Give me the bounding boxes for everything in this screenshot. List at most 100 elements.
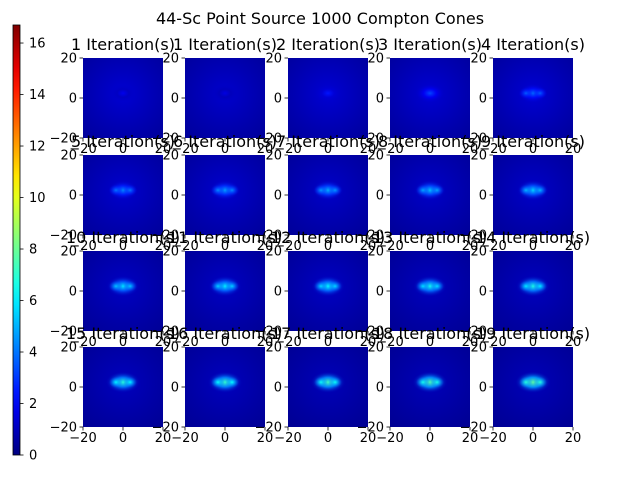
panel-title: 11 Iteration(s) <box>168 228 282 247</box>
heatmap-lobe <box>430 184 444 196</box>
x-tick-label: 0 <box>221 335 229 350</box>
y-tick-label: 0 <box>274 92 282 107</box>
panel-title: 17 Iteration(s) <box>271 324 385 343</box>
heatmap-lobe <box>225 184 239 196</box>
x-tick-label: −20 <box>376 431 403 446</box>
heatmap-lobe <box>109 184 123 196</box>
y-tick-label: 0 <box>376 92 384 107</box>
y-tick-label: 20 <box>162 149 179 164</box>
x-tick-label: 0 <box>529 239 537 254</box>
x-tick-label: 20 <box>565 431 582 446</box>
y-tick-label: −20 <box>50 421 77 436</box>
x-tick-label: −20 <box>274 335 301 350</box>
y-tick-label: −20 <box>255 421 282 436</box>
y-tick-label: 20 <box>265 52 282 67</box>
x-tick-label: −20 <box>376 335 403 350</box>
colorbar-tick-label: 16 <box>29 37 46 52</box>
heatmap-lobe <box>416 376 430 388</box>
y-tick-label: 0 <box>274 381 282 396</box>
panel-title: 2 Iteration(s) <box>276 35 380 54</box>
y-tick-label: 20 <box>367 341 384 356</box>
heatmap-hotspot <box>314 83 342 103</box>
panel-title: 5 Iteration(s) <box>71 132 175 151</box>
heatmap-lobe <box>430 280 444 292</box>
y-tick-label: −20 <box>460 229 487 244</box>
x-tick-label: 0 <box>119 239 127 254</box>
heatmap-lobe <box>109 280 123 292</box>
y-tick-label: 20 <box>367 52 384 67</box>
y-tick-label: 0 <box>274 189 282 204</box>
x-tick-label: 20 <box>257 335 274 350</box>
x-tick-label: 20 <box>462 335 479 350</box>
colorbar-tick-label: 14 <box>29 88 46 103</box>
x-tick-label: 0 <box>529 335 537 350</box>
panel-title: 16 Iteration(s) <box>168 324 282 343</box>
heatmap-panel: −20 0 20 20 0 −20 1 Iteration(s) <box>50 35 175 157</box>
heatmap-lobe <box>211 280 225 292</box>
y-tick-label: 0 <box>376 189 384 204</box>
y-tick-label: 20 <box>367 245 384 260</box>
y-tick-label: 0 <box>376 285 384 300</box>
x-tick-label: −20 <box>479 239 506 254</box>
heatmap-hotspot <box>211 84 239 103</box>
x-tick-label: 20 <box>155 335 172 350</box>
x-tick-label: 0 <box>324 431 332 446</box>
y-tick-label: −20 <box>460 132 487 147</box>
colorbar-frame <box>12 24 21 456</box>
x-tick-label: 0 <box>426 142 434 157</box>
x-tick-label: 0 <box>324 142 332 157</box>
x-tick-label: 20 <box>462 142 479 157</box>
figure-title: 44-Sc Point Source 1000 Compton Cones <box>156 9 484 28</box>
x-tick-label: 20 <box>565 335 582 350</box>
x-tick-label: −20 <box>171 142 198 157</box>
panel-title: 6 Iteration(s) <box>173 132 277 151</box>
y-tick-label: 0 <box>171 285 179 300</box>
x-tick-label: 0 <box>529 142 537 157</box>
x-tick-label: 0 <box>221 431 229 446</box>
heatmap-panel: −20 0 20 20 0 −20 16 Iteration(s) <box>152 324 283 446</box>
colorbar-tick-label: 10 <box>29 191 46 206</box>
heatmap-lobe <box>328 184 342 196</box>
colorbar-tick-label: 0 <box>29 449 37 464</box>
heatmap-lobe <box>123 184 137 196</box>
x-tick-label: 20 <box>155 239 172 254</box>
panel-title: 13 Iteration(s) <box>373 228 487 247</box>
colorbar-tick-label: 2 <box>29 397 37 412</box>
x-tick-label: 20 <box>360 335 377 350</box>
x-tick-label: 20 <box>360 142 377 157</box>
heatmap-lobe <box>519 376 533 388</box>
x-tick-label: −20 <box>376 142 403 157</box>
y-tick-label: 0 <box>69 381 77 396</box>
x-tick-label: −20 <box>479 431 506 446</box>
x-tick-label: 0 <box>426 335 434 350</box>
y-tick-label: −20 <box>152 421 179 436</box>
x-tick-label: 20 <box>257 431 274 446</box>
y-tick-label: 0 <box>274 285 282 300</box>
heatmap-lobe <box>533 87 547 99</box>
panel-title: 1 Iteration(s) <box>173 35 277 54</box>
y-tick-label: −20 <box>460 421 487 436</box>
x-tick-label: −20 <box>376 239 403 254</box>
x-tick-label: −20 <box>69 142 96 157</box>
x-tick-label: 0 <box>426 431 434 446</box>
y-tick-label: 0 <box>479 189 487 204</box>
y-tick-label: 20 <box>470 149 487 164</box>
x-tick-label: −20 <box>274 142 301 157</box>
x-tick-label: 20 <box>565 142 582 157</box>
heatmap-lobe <box>314 376 328 388</box>
panel-title: 3 Iteration(s) <box>378 35 482 54</box>
panel-title: 19 Iteration(s) <box>476 324 590 343</box>
heatmap-lobe <box>211 376 225 388</box>
y-tick-label: 0 <box>171 381 179 396</box>
heatmap-lobe <box>123 376 137 388</box>
heatmap-lobe <box>533 184 547 196</box>
y-tick-label: 0 <box>171 92 179 107</box>
y-tick-label: −20 <box>50 229 77 244</box>
y-tick-label: 0 <box>171 189 179 204</box>
y-tick-label: −20 <box>50 325 77 340</box>
